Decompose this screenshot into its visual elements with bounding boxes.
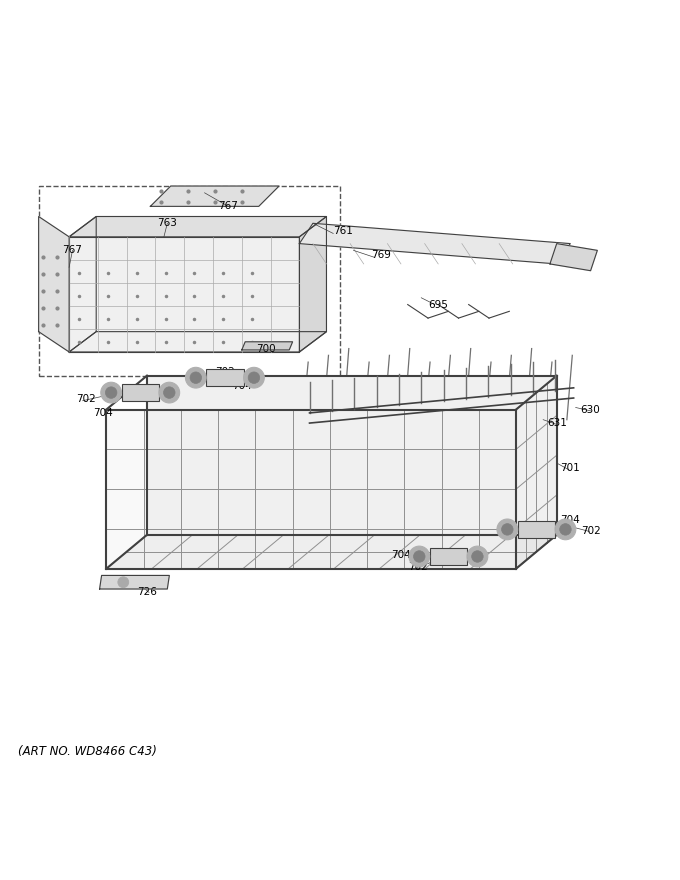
Text: 704: 704 xyxy=(232,381,252,391)
Polygon shape xyxy=(147,376,557,535)
Text: 704: 704 xyxy=(560,515,580,524)
Polygon shape xyxy=(106,535,557,568)
Text: 630: 630 xyxy=(581,405,600,414)
Text: 702: 702 xyxy=(408,561,428,572)
Text: 769: 769 xyxy=(371,250,390,260)
Polygon shape xyxy=(99,576,169,589)
Polygon shape xyxy=(299,216,326,352)
Polygon shape xyxy=(516,376,557,568)
Circle shape xyxy=(409,546,430,567)
Polygon shape xyxy=(106,409,516,568)
Circle shape xyxy=(243,367,265,388)
Text: 767: 767 xyxy=(63,246,82,255)
Bar xyxy=(430,548,467,565)
Text: 704: 704 xyxy=(391,550,411,561)
Polygon shape xyxy=(69,332,326,352)
Circle shape xyxy=(497,519,517,539)
Polygon shape xyxy=(69,237,299,352)
Circle shape xyxy=(118,576,129,588)
Polygon shape xyxy=(39,216,69,352)
Circle shape xyxy=(413,551,425,562)
Circle shape xyxy=(472,551,483,562)
Text: 631: 631 xyxy=(547,418,566,428)
Polygon shape xyxy=(299,224,571,264)
Text: 695: 695 xyxy=(428,299,448,310)
Polygon shape xyxy=(242,341,292,350)
Text: 726: 726 xyxy=(137,587,157,598)
Text: 763: 763 xyxy=(157,218,177,228)
Text: (ART NO. WD8466 C43): (ART NO. WD8466 C43) xyxy=(18,745,157,758)
Bar xyxy=(206,369,243,386)
Text: 767: 767 xyxy=(218,202,238,211)
Circle shape xyxy=(159,382,180,403)
Text: 700: 700 xyxy=(256,343,275,354)
Circle shape xyxy=(101,382,122,403)
Circle shape xyxy=(502,524,513,535)
Circle shape xyxy=(190,372,201,384)
Circle shape xyxy=(560,524,571,535)
Text: 701: 701 xyxy=(560,464,580,473)
Bar xyxy=(517,521,555,538)
Circle shape xyxy=(467,546,488,567)
Text: 702: 702 xyxy=(215,367,235,378)
Text: 702: 702 xyxy=(76,394,96,405)
Text: 702: 702 xyxy=(581,526,600,537)
Bar xyxy=(122,384,159,401)
Circle shape xyxy=(163,387,175,399)
Polygon shape xyxy=(550,244,597,271)
Circle shape xyxy=(186,367,206,388)
Polygon shape xyxy=(69,216,96,352)
Polygon shape xyxy=(150,186,279,206)
Bar xyxy=(39,186,340,376)
Text: 761: 761 xyxy=(333,226,354,237)
Text: 704: 704 xyxy=(93,408,113,418)
Circle shape xyxy=(105,387,117,399)
Circle shape xyxy=(555,519,576,539)
Circle shape xyxy=(248,372,260,384)
Polygon shape xyxy=(69,216,326,237)
